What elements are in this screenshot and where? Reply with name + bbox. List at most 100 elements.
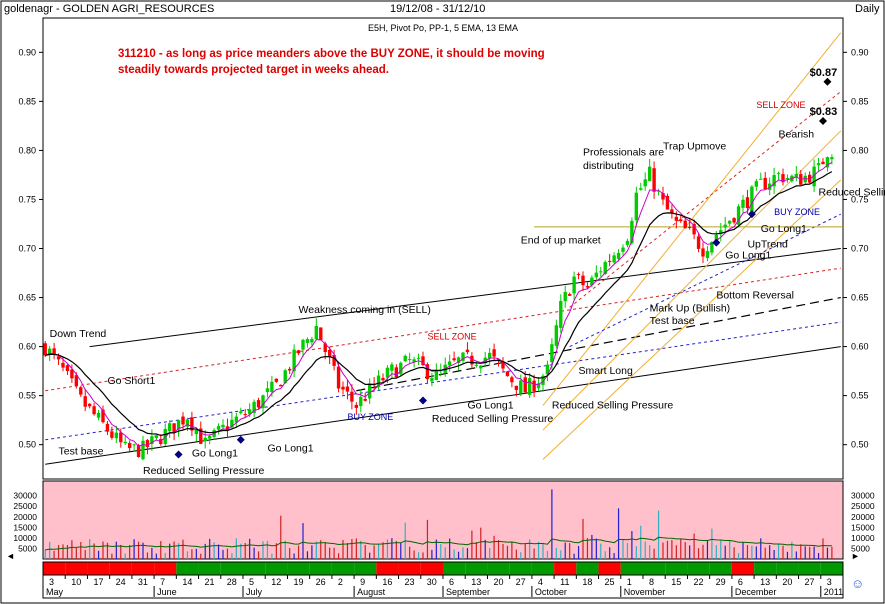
day-label: 13 [760, 577, 770, 587]
resistance-line [89, 248, 841, 348]
candle-body [576, 274, 581, 276]
day-label: 20 [493, 577, 503, 587]
candle-body [154, 435, 159, 439]
candle-body [652, 168, 656, 192]
trend-strip-segment [131, 562, 155, 575]
annotation-label: SELL ZONE [756, 100, 805, 110]
candle-body [412, 359, 416, 362]
candle-body [692, 223, 696, 235]
month-label: July [246, 587, 263, 597]
trend-strip-segment [465, 562, 488, 575]
day-label: 5 [249, 577, 254, 587]
candle-body [607, 260, 612, 262]
trend-strip-segment [309, 562, 332, 575]
annotation-label: Professionals are [583, 146, 664, 158]
candle-body [216, 426, 221, 430]
annotation-label: Trap Upmove [663, 140, 726, 152]
candle-body [523, 377, 527, 393]
candle-body [767, 183, 772, 190]
trend-strip-segment [554, 562, 577, 575]
left-price-tick: 0.80 [18, 145, 36, 155]
candle-body [461, 352, 465, 361]
left-price-tick: 0.65 [18, 293, 36, 303]
buy-signal-diamond [747, 210, 756, 219]
candle-body [447, 361, 452, 366]
candle-body [665, 195, 670, 210]
annotation-label: Go Long1 [192, 447, 238, 459]
ema13-line [45, 171, 833, 437]
candle-body [376, 375, 381, 387]
candle-body [101, 409, 105, 423]
candle-body [727, 220, 732, 224]
day-label: 18 [582, 577, 592, 587]
day-label: 2 [338, 577, 343, 587]
period-label: Daily [855, 3, 880, 15]
support-line-lower [45, 346, 841, 465]
commentary-line-1: 311210 - as long as price meanders above… [118, 48, 545, 60]
day-label: 26 [316, 577, 326, 587]
left-volume-tick: 25000 [13, 501, 37, 511]
candle-body [110, 431, 114, 438]
annotation-label: BUY ZONE [774, 207, 820, 217]
left-volume-tick: 15000 [13, 522, 37, 532]
candle-body [292, 349, 296, 372]
candle-body [603, 261, 607, 275]
candle-body [567, 294, 572, 296]
day-label: 11 [560, 577, 569, 587]
candle-body [772, 175, 776, 187]
buy-zone-line [45, 321, 841, 441]
day-label: 7 [160, 577, 165, 587]
candle-body [696, 236, 701, 249]
buy-signal-diamond [236, 435, 245, 444]
target-label: $0.83 [810, 106, 838, 118]
candle-body [825, 157, 830, 168]
trend-strip-segment [531, 562, 555, 575]
candle-body [679, 219, 683, 222]
trend-strip-segment [643, 562, 666, 575]
candle-body [794, 173, 799, 178]
trend-strip-segment [154, 562, 177, 575]
candle-body [336, 366, 341, 389]
candle-body [96, 412, 101, 418]
day-label: 25 [605, 577, 615, 587]
right-volume-tick: 30000 [851, 491, 875, 501]
month-label: June [157, 587, 177, 597]
candle-body [745, 197, 750, 209]
trend-strip-segment [709, 562, 732, 575]
candle-body [510, 377, 514, 383]
candle-body [554, 325, 559, 346]
candle-body [599, 271, 603, 273]
candle-body [492, 349, 496, 357]
candle-body [687, 227, 692, 229]
right-price-tick: 0.75 [851, 194, 869, 204]
candle-body [119, 432, 123, 443]
candle-body [732, 218, 736, 223]
candle-body [661, 193, 665, 200]
annotation-label: distributing [583, 160, 634, 172]
buy-signal-diamond [174, 450, 183, 459]
candle-body [136, 445, 141, 458]
buy-signal-diamond [712, 238, 721, 247]
day-label: 15 [671, 577, 681, 587]
right-volume-tick: 25000 [851, 501, 875, 511]
annotation-label: Mark Up (Bullish) [650, 302, 731, 314]
candle-body [296, 350, 301, 354]
right-volume-tick: 20000 [851, 512, 875, 522]
annotation-label: Go Short1 [107, 375, 155, 387]
candle-body [381, 377, 385, 381]
annotation-label: Bottom Reversal [716, 290, 794, 302]
smiley-icon[interactable]: ☺ [851, 576, 865, 591]
day-label: 24 [116, 577, 126, 587]
day-label: 3 [827, 577, 832, 587]
left-volume-tick: 10000 [13, 533, 37, 543]
candle-body [452, 358, 456, 361]
candle-body [803, 175, 807, 183]
candle-body [403, 355, 407, 362]
left-price-tick: 0.60 [18, 342, 36, 352]
right-volume-tick: 15000 [851, 522, 875, 532]
left-price-tick: 0.90 [18, 47, 36, 57]
day-label: 21 [205, 577, 215, 587]
trend-strip-segment [776, 562, 799, 575]
candle-body [394, 367, 399, 378]
